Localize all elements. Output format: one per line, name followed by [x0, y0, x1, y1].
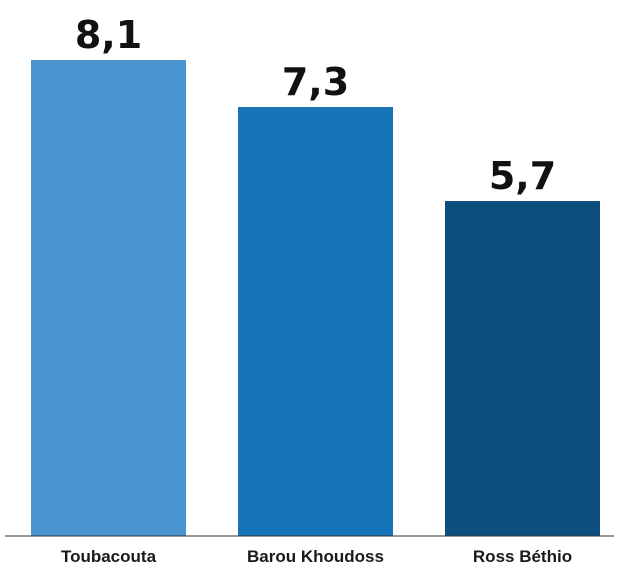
- category-label-3: Ross Béthio: [473, 547, 572, 566]
- category-labels-group: Toubacouta Barou Khoudoss Ross Béthio: [61, 547, 572, 566]
- category-label-2: Barou Khoudoss: [247, 547, 384, 566]
- value-label-1: 8,1: [75, 13, 142, 57]
- bar-3: [445, 201, 600, 536]
- value-label-3: 5,7: [489, 154, 556, 198]
- value-labels-group: 8,1 7,3 5,7: [75, 13, 556, 198]
- value-label-2: 7,3: [282, 60, 349, 104]
- bar-1: [31, 60, 186, 536]
- bars-group: [31, 60, 600, 537]
- bar-2: [238, 107, 393, 537]
- category-label-1: Toubacouta: [61, 547, 157, 566]
